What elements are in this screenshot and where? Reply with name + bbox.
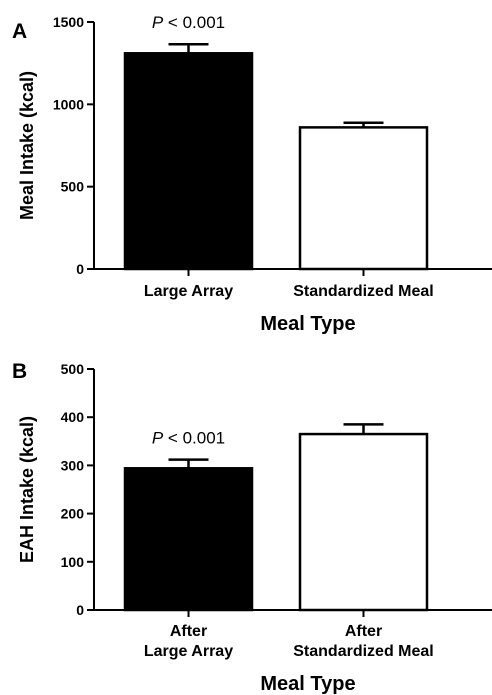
bar — [123, 52, 254, 271]
y-tick-label: 100 — [61, 554, 85, 570]
panel-letter: A — [12, 20, 27, 43]
y-axis-title: Meal Intake (kcal) — [17, 71, 37, 220]
x-tick-label: After — [170, 623, 207, 640]
chart-panel-b: B 0 100 200 300 400 500 After Large Array After St… — [12, 360, 492, 695]
x-axis-title: Meal Type — [260, 673, 355, 695]
x-axis-title: Meal Type — [260, 313, 355, 335]
y-tick-label: 300 — [61, 457, 85, 473]
y-tick-label: 200 — [61, 506, 85, 522]
x-tick-label: Large Array — [144, 643, 233, 660]
x-tick-label: Large Array — [144, 283, 233, 300]
chart-panel-a: A 0 500 1000 1500 Large Array Standardized Mea… — [12, 13, 492, 335]
y-tick-label: 500 — [61, 179, 85, 195]
bar — [298, 126, 429, 271]
bar — [298, 432, 429, 612]
panel-letter: B — [12, 360, 27, 383]
significance-annotation: P < 0.001 — [152, 13, 225, 32]
significance-annotation: P < 0.001 — [152, 429, 225, 448]
y-axis-title: EAH Intake (kcal) — [17, 416, 37, 563]
y-tick-label: 1000 — [53, 96, 84, 112]
y-tick-label: 500 — [61, 361, 85, 377]
x-tick-label: Standardized Meal — [293, 643, 433, 660]
x-tick-label: After — [345, 623, 382, 640]
y-tick-label: 0 — [76, 602, 84, 618]
x-tick-label: Standardized Meal — [293, 283, 433, 300]
y-tick-label: 400 — [61, 409, 85, 425]
y-tick-label: 0 — [76, 261, 84, 277]
y-tick-label: 1500 — [53, 14, 84, 30]
bar — [123, 467, 254, 612]
